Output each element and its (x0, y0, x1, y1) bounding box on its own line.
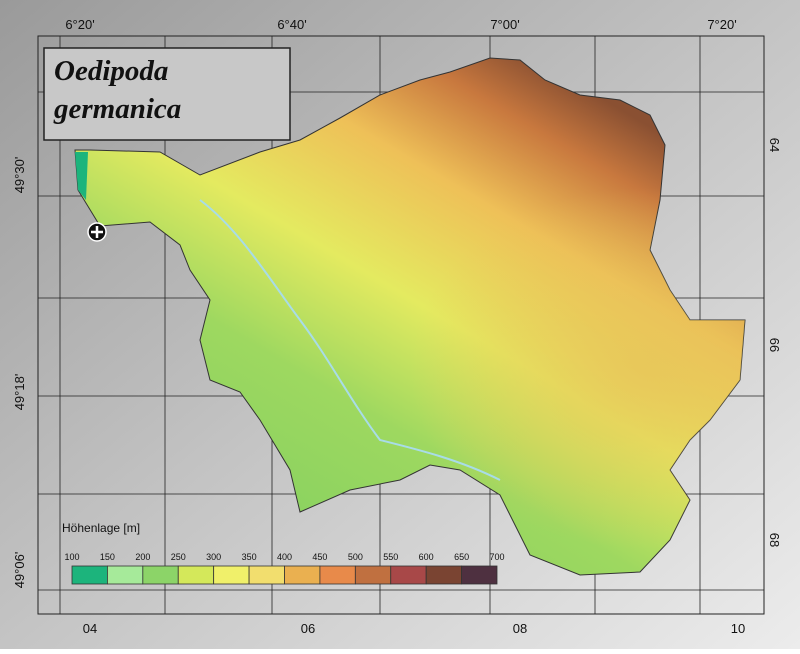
title-box (43, 47, 291, 141)
legend-tick-label: 200 (135, 552, 150, 562)
legend-tick-label: 300 (206, 552, 221, 562)
location-marker (87, 222, 107, 242)
legend-swatch (248, 565, 285, 585)
legend-tick-label: 700 (489, 552, 504, 562)
legend-tick-label: 500 (348, 552, 363, 562)
legend-swatch (213, 565, 250, 585)
legend-swatch (390, 565, 427, 585)
latitude-label: 49°18' (12, 374, 27, 411)
legend-swatch (107, 565, 144, 585)
utm-northing-label: 66 (767, 338, 782, 352)
longitude-label: 7°20' (707, 17, 736, 32)
legend-tick-label: 400 (277, 552, 292, 562)
legend-tick-label: 450 (312, 552, 327, 562)
legend-swatch (461, 565, 498, 585)
utm-easting-label: 08 (513, 621, 527, 636)
legend-tick-label: 650 (454, 552, 469, 562)
legend-tick-label: 350 (242, 552, 257, 562)
longitude-label: 7°00' (490, 17, 519, 32)
legend-tick-label: 600 (419, 552, 434, 562)
legend-swatch (425, 565, 462, 585)
legend-tick-label: 150 (100, 552, 115, 562)
graticule-labels: 6°20' 6°40' 7°00' 7°20' 04 06 08 10 49°30' 49°18'… (12, 17, 782, 636)
legend-swatch (284, 565, 321, 585)
region (74, 57, 746, 576)
utm-northing-label: 64 (767, 138, 782, 152)
legend-tick-label: 250 (171, 552, 186, 562)
legend-tick-label: 100 (64, 552, 79, 562)
title: Oedipoda (54, 55, 168, 87)
latitude-label: 49°06' (12, 552, 27, 589)
title: germanica (53, 93, 181, 125)
legend: 100 150 200 250 300 350 400 450 500 550 600 650 700 (64, 552, 505, 585)
utm-easting-label: 04 (83, 621, 97, 636)
legend-swatch (142, 565, 179, 585)
legend-swatch (354, 565, 392, 585)
utm-easting-label: 06 (301, 621, 315, 636)
map-frame (37, 35, 765, 615)
legend-title: Höhenlage [m] (62, 521, 140, 535)
legend-tick-label: 550 (383, 552, 398, 562)
utm-northing-label: 68 (767, 533, 782, 547)
legend-swatch (319, 565, 356, 585)
legend-swatch (71, 565, 108, 585)
longitude-label: 6°20' (65, 17, 94, 32)
legend-swatch (177, 565, 215, 585)
latitude-label: 49°30' (12, 157, 27, 194)
longitude-label: 6°40' (277, 17, 306, 32)
utm-easting-label: 10 (731, 621, 745, 636)
